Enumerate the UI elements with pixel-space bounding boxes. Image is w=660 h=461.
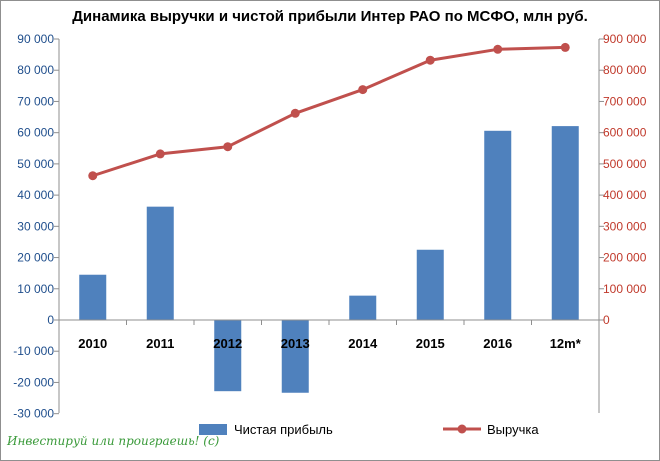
bar-net-profit (281, 320, 309, 393)
bar-net-profit (416, 249, 444, 320)
left-tick-label: 80 000 (17, 63, 54, 77)
revenue-line (92, 45, 566, 178)
bar-net-profit (214, 320, 242, 392)
right-tick-label: 100 000 (603, 282, 647, 296)
left-tick-label: 50 000 (17, 157, 54, 171)
watermark-text: Инвестируй или проиграешь! (с) (6, 434, 220, 448)
revenue-point (223, 142, 233, 152)
right-tick-label: 600 000 (603, 126, 647, 140)
left-tick-label: 90 000 (17, 32, 54, 46)
right-tick-label: 200 000 (603, 251, 647, 265)
left-tick-label: 40 000 (17, 188, 54, 202)
category-label: 2013 (281, 336, 310, 351)
category-label: 2012 (213, 336, 242, 351)
bar-net-profit (349, 295, 377, 320)
left-tick-label: 30 000 (17, 219, 54, 233)
revenue-point (155, 149, 165, 159)
legend-label-net-profit: Чистая прибыль (234, 422, 333, 437)
legend: Чистая прибыль Выручка (199, 422, 539, 437)
bar-net-profit (146, 206, 174, 320)
category-label: 2016 (483, 336, 512, 351)
legend-swatch-net-profit (199, 424, 227, 435)
bar-net-profit (79, 274, 107, 320)
right-tick-label: 400 000 (603, 188, 647, 202)
right-tick-label: 700 000 (603, 94, 647, 108)
revenue-point (88, 171, 98, 181)
left-tick-label: 20 000 (17, 251, 54, 265)
revenue-point (560, 42, 570, 52)
revenue-point (358, 85, 368, 95)
left-tick-label: 60 000 (17, 126, 54, 140)
left-tick-label: -10 000 (13, 344, 54, 358)
plot-area: -30 000 -20 000 -10 000 0 10 000 20 000 30 000… (13, 32, 646, 421)
bar-net-profit (551, 126, 579, 320)
category-label: 2011 (146, 336, 174, 351)
right-tick-label: 0 (603, 313, 610, 327)
left-tick-label: -30 000 (13, 407, 54, 421)
legend-marker-revenue (457, 424, 467, 434)
right-tick-label: 500 000 (603, 157, 647, 171)
right-tick-label: 800 000 (603, 63, 647, 77)
category-label: 2015 (416, 336, 445, 351)
category-label: 12m* (550, 336, 582, 351)
bar-net-profit (484, 130, 512, 320)
legend-label-revenue: Выручка (487, 422, 539, 437)
category-label: 2014 (348, 336, 378, 351)
category-label: 2010 (78, 336, 107, 351)
left-tick-label: -20 000 (13, 375, 54, 389)
right-tick-label: 900 000 (603, 32, 647, 46)
right-tick-label: 300 000 (603, 219, 647, 233)
revenue-point (425, 55, 435, 65)
left-tick-label: 10 000 (17, 282, 54, 296)
revenue-point (493, 44, 503, 54)
revenue-point (290, 108, 300, 118)
chart-title: Динамика выручки и чистой прибыли Интер … (72, 8, 588, 25)
left-tick-label: 70 000 (17, 94, 54, 108)
left-tick-label: 0 (47, 313, 54, 327)
